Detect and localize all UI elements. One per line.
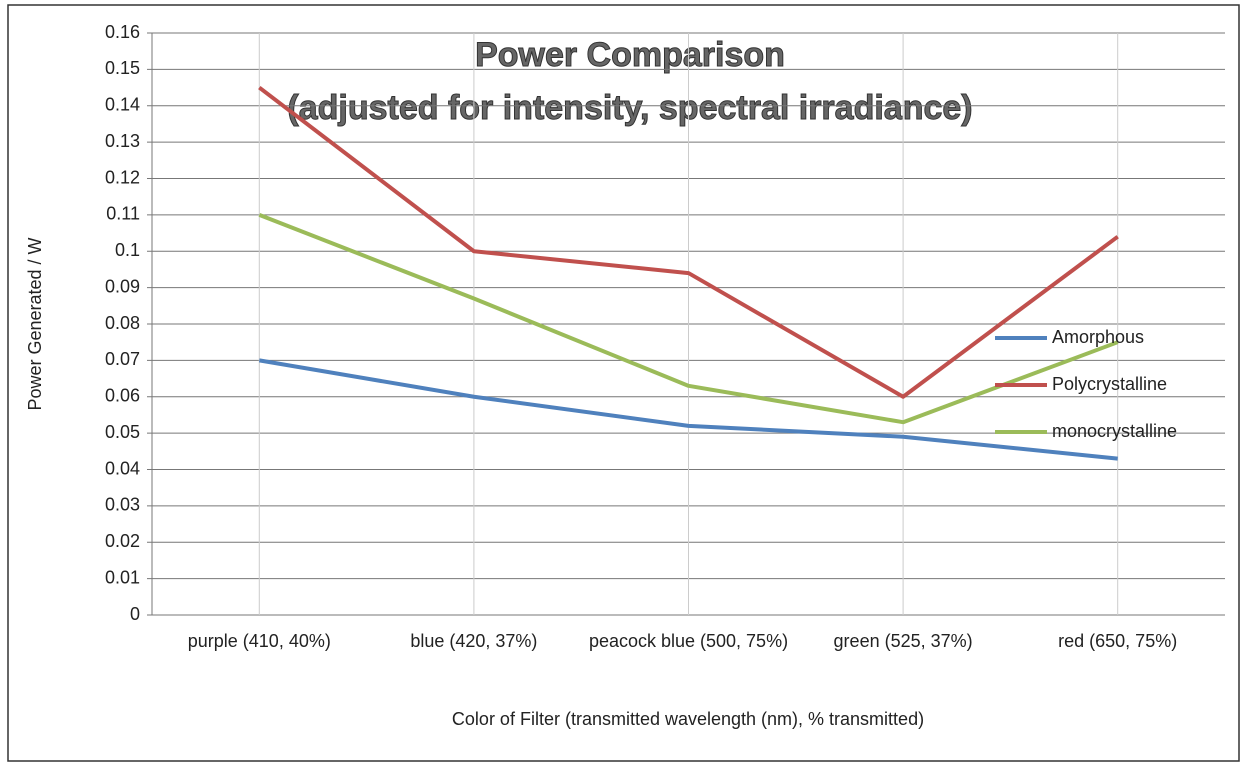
chart-subtitle: (adjusted for intensity, spectral irradi… [287,89,972,127]
y-tick-label: 0.13 [105,131,140,151]
series-line [258,213,1119,425]
y-tick-label: 0.02 [105,531,140,551]
y-tick-label: 0.15 [105,58,140,78]
x-tick-label: blue (420, 37%) [410,631,538,651]
y-tick-label: 0.06 [105,386,140,406]
legend-label: Polycrystalline [1052,374,1167,394]
x-tick-label: red (650, 75%) [1058,631,1178,651]
y-tick-label: 0.11 [106,204,140,224]
y-tick-label: 0.1 [115,240,140,260]
x-tick-label: purple (410, 40%) [187,631,331,651]
y-tick-label: 0.05 [105,422,140,442]
y-tick-label: 0.09 [105,276,140,296]
chart-title: Power Comparison [475,36,785,74]
y-tick-label: 0.14 [105,95,140,115]
y-tick-label: 0.12 [105,167,140,187]
chart-frame [7,4,1240,762]
y-tick-label: 0.03 [105,495,140,515]
legend-label: monocrystalline [1052,421,1177,441]
x-tick-label: green (525, 37%) [833,631,973,651]
y-tick-label: 0.08 [105,313,140,333]
legend-label: Amorphous [1052,327,1144,347]
x-axis-label: Color of Filter (transmitted wavelength … [452,709,924,729]
y-tick-label: 0 [130,604,140,624]
y-tick-label: 0.01 [105,567,140,587]
series-line [258,358,1118,461]
y-tick-label: 0.07 [105,349,140,369]
x-tick-label: peacock blue (500, 75%) [588,631,789,651]
y-axis-label: Power Generated / W [25,237,45,410]
series-line [258,85,1119,399]
y-tick-label: 0.16 [105,22,140,42]
y-tick-label: 0.04 [105,458,140,478]
